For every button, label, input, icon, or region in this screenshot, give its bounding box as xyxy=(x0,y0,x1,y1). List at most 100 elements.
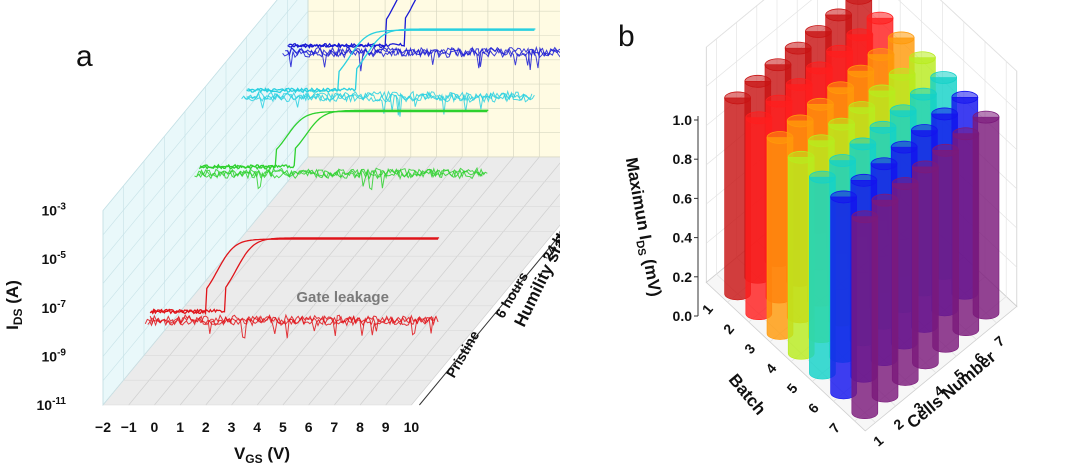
bar-body xyxy=(851,216,879,420)
wall-gridline xyxy=(706,0,765,48)
bar-top xyxy=(870,157,898,171)
bar-top xyxy=(829,154,857,167)
series-pristine xyxy=(144,237,440,339)
bar-top xyxy=(848,101,876,114)
z-tick-label: 0.0 xyxy=(673,308,693,324)
transfer-curve xyxy=(151,237,440,314)
bar-top xyxy=(871,193,899,207)
bar-top xyxy=(909,87,937,101)
wall-gridline xyxy=(102,0,278,211)
wall-gridline xyxy=(898,0,1018,111)
wall-gridline xyxy=(102,83,309,333)
x-tick-label: 5 xyxy=(279,419,287,435)
x-tick-label: 2 xyxy=(202,419,210,435)
series-24-hours xyxy=(241,28,536,117)
transfer-curve xyxy=(247,28,536,93)
bar-top xyxy=(931,107,959,121)
bar xyxy=(787,150,815,360)
bar-top xyxy=(826,44,854,58)
leakage-trace xyxy=(241,92,530,117)
bar-top xyxy=(867,48,895,61)
bar-top xyxy=(808,170,836,184)
bar-top xyxy=(807,134,835,148)
wall-gridline xyxy=(102,11,309,260)
bar-top xyxy=(764,58,792,72)
bar-top xyxy=(891,177,919,190)
wall-gridline xyxy=(706,0,813,87)
series-6-hours xyxy=(194,109,489,191)
bar-top xyxy=(724,91,752,105)
bar-top xyxy=(887,31,915,45)
bar-top xyxy=(804,25,832,38)
z-axis-title: Maximun IDS (mV) xyxy=(619,156,665,299)
bar-top xyxy=(805,61,833,75)
cell-tick-label: 7 xyxy=(991,332,1007,349)
z-tick-label: 0.4 xyxy=(673,230,693,246)
bar-top xyxy=(951,90,979,104)
x-axis: −2 −1 0 1 2 3 4 5 6 7 8 9 10 VGS (V) xyxy=(95,419,419,466)
bar-top xyxy=(850,173,878,187)
panel-a-letter: a xyxy=(76,40,93,73)
bar-top xyxy=(849,137,877,151)
bar-top xyxy=(745,111,773,125)
x-tick-label: 7 xyxy=(330,419,338,435)
bar-top xyxy=(827,81,855,95)
batch-tick-label: 4 xyxy=(762,360,779,376)
bar-top xyxy=(972,110,1000,124)
z-tick-label: 0.8 xyxy=(673,151,693,167)
panel-a-chart: a Gate leakage −2 −1 0 1 2 3 4 5 6 7 8 9 10 VGS (V) 10-… xyxy=(3,0,560,466)
bar-top xyxy=(930,71,958,84)
transfer-curve xyxy=(288,0,417,48)
cell-tick-label: 1 xyxy=(870,432,886,449)
depth-tick xyxy=(495,312,501,316)
leakage-trace xyxy=(149,313,439,339)
y-tick-label: 10-11 xyxy=(37,396,67,413)
bar-top xyxy=(786,114,814,128)
bar-top xyxy=(847,64,875,78)
bar xyxy=(808,170,836,380)
x-tick-label: −1 xyxy=(121,419,137,435)
batch-tick-label: 3 xyxy=(741,340,758,356)
x-tick-label: 9 xyxy=(382,419,390,435)
bar-top xyxy=(932,143,960,157)
wall-gridline xyxy=(102,108,309,357)
bar-top xyxy=(744,74,772,88)
bar-top xyxy=(851,210,879,224)
batch-tick-label: 6 xyxy=(805,400,822,416)
x-tick-label: 6 xyxy=(305,419,313,435)
z-tick-label: 0.6 xyxy=(673,190,693,206)
transfer-curve xyxy=(199,109,489,169)
bar-top xyxy=(846,28,874,42)
bar-top xyxy=(952,127,980,141)
y-tick-label: 10-3 xyxy=(42,202,67,219)
wall-gridline xyxy=(102,132,309,381)
bar-top xyxy=(911,160,939,174)
transfer-curve xyxy=(149,238,439,316)
x-axis-title: VGS (V) xyxy=(234,444,290,466)
batch-tick-label: 2 xyxy=(720,321,737,337)
bar-top xyxy=(830,190,858,204)
leakage-trace xyxy=(144,315,434,339)
leakage-trace xyxy=(243,91,533,116)
bar-top xyxy=(765,94,793,108)
bar-top xyxy=(785,78,813,91)
bar xyxy=(745,111,773,321)
series-48-hours xyxy=(282,0,560,72)
x-tick-label: 3 xyxy=(228,419,236,435)
leakage-trace xyxy=(282,47,560,72)
wall-gridline xyxy=(102,0,298,236)
batch-tick-label: 5 xyxy=(783,380,800,396)
z-axis: 0.0 0.2 0.4 0.6 0.8 1.0 Maximun IDS (mV) xyxy=(619,112,699,324)
depth-axis-line xyxy=(419,234,560,406)
transfer-curve xyxy=(246,29,535,94)
batch-tick-label: 7 xyxy=(826,420,843,436)
bar-top xyxy=(828,117,856,131)
bar-top xyxy=(787,150,815,164)
y-tick-label: 10-5 xyxy=(42,250,67,267)
wall-gridline xyxy=(940,0,1018,72)
depth-tick xyxy=(445,372,452,376)
bars xyxy=(724,0,1000,420)
leakage-trace xyxy=(194,168,483,190)
